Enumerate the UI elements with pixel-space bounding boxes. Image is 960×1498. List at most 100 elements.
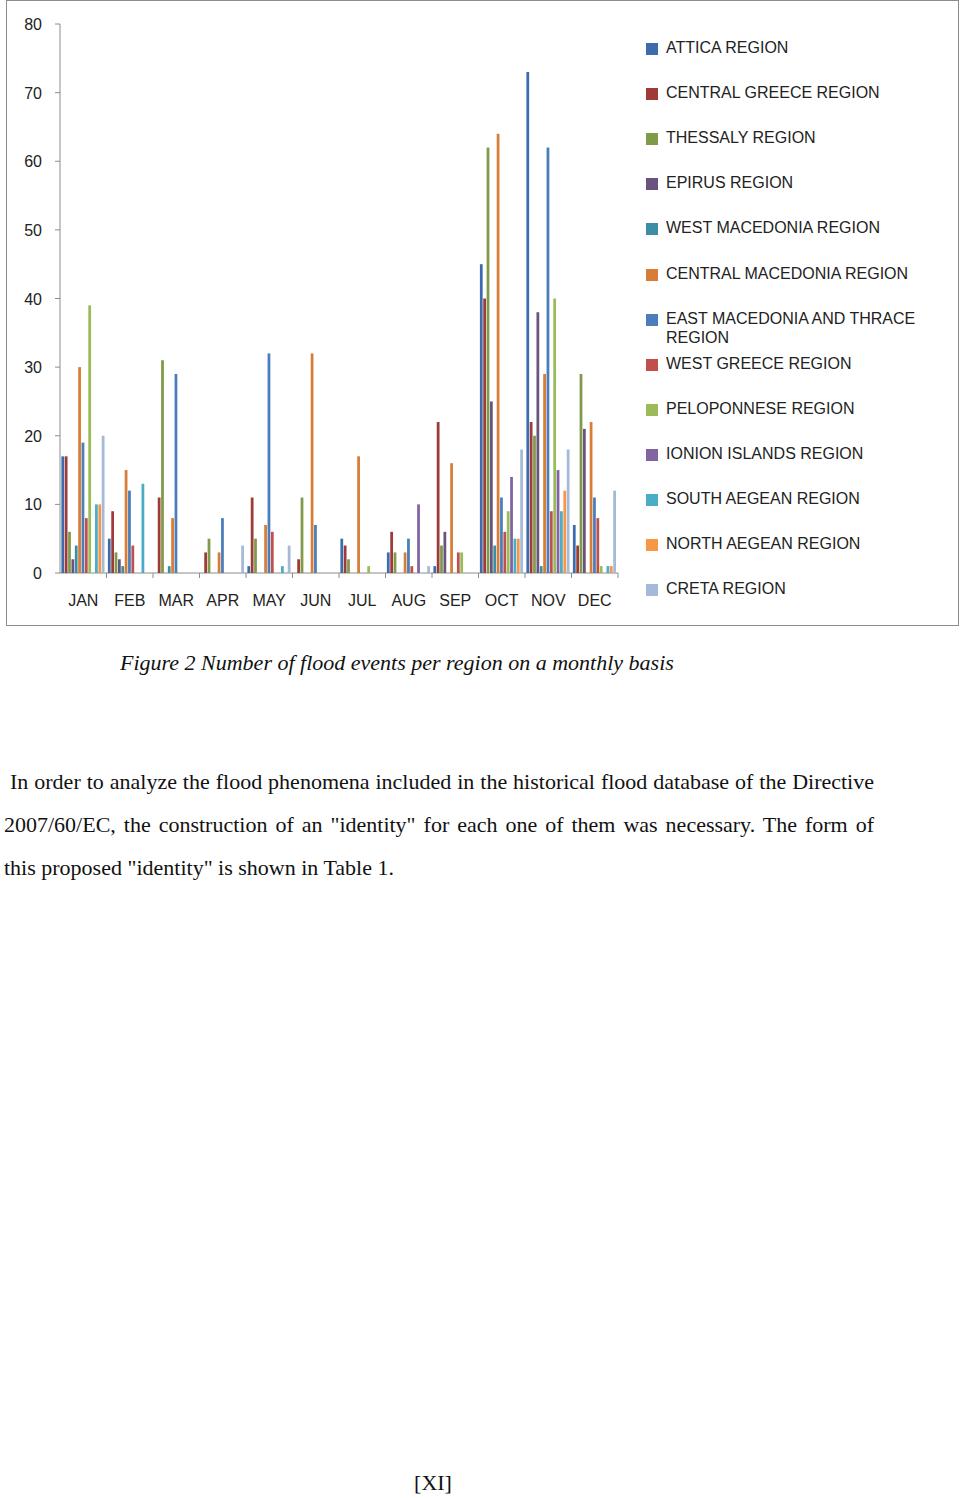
legend-label: PELOPONNESE REGION (666, 399, 936, 418)
y-tick (55, 504, 60, 505)
bar (603, 573, 606, 574)
bar (297, 559, 300, 573)
bar (241, 546, 244, 573)
bar (377, 573, 380, 574)
bar (224, 573, 227, 574)
bar (526, 72, 529, 573)
bar (268, 353, 271, 573)
bar (82, 443, 85, 573)
bar (500, 498, 503, 573)
bar (175, 374, 178, 573)
bar (357, 456, 360, 573)
bar (95, 504, 98, 573)
bar (350, 573, 353, 574)
bar (324, 573, 327, 574)
bar (440, 546, 443, 573)
bar (125, 470, 128, 573)
x-tick (478, 573, 479, 578)
bar (414, 573, 417, 574)
y-axis (60, 24, 61, 573)
y-tick-label: 80 (24, 16, 42, 33)
y-tick (55, 435, 60, 436)
y-tick (55, 92, 60, 93)
bar (480, 264, 483, 573)
bar (201, 573, 204, 574)
bar (573, 525, 576, 573)
bar (271, 532, 274, 573)
bar (334, 573, 337, 574)
bar (553, 299, 556, 574)
x-tick-label: JUN (300, 592, 331, 609)
bar (208, 539, 211, 573)
x-tick-label: APR (206, 592, 239, 609)
bar (490, 401, 493, 573)
bar (593, 498, 596, 573)
y-tick (55, 298, 60, 299)
legend-label: WEST GREECE REGION (666, 354, 936, 373)
legend-item: NORTH AEGEAN REGION (646, 534, 946, 553)
bar (214, 573, 217, 574)
legend-label: IONION ISLANDS REGION (666, 444, 936, 463)
bar (517, 539, 520, 573)
bar (142, 484, 145, 573)
y-tick-label: 10 (24, 496, 42, 513)
bar (381, 573, 384, 574)
bar (533, 436, 536, 573)
x-tick (106, 573, 107, 578)
legend-label: CRETA REGION (666, 579, 936, 598)
bar (590, 422, 593, 573)
bar (121, 566, 124, 573)
legend-label: NORTH AEGEAN REGION (666, 534, 936, 553)
bar (218, 552, 221, 573)
legend-item: WEST MACEDONIA REGION (646, 218, 946, 237)
bar (467, 573, 470, 574)
bar (171, 518, 174, 573)
legend-swatch (646, 584, 658, 596)
legend-swatch (646, 269, 658, 281)
bar (65, 456, 68, 573)
bar (164, 573, 167, 574)
bar (520, 449, 523, 573)
bar (85, 518, 88, 573)
x-tick-label: MAR (158, 592, 194, 609)
bar (154, 573, 157, 574)
bar (487, 148, 490, 573)
legend-item: WEST GREECE REGION (646, 354, 946, 373)
x-tick-label: AUG (391, 592, 426, 609)
legend-label: EPIRUS REGION (666, 173, 936, 192)
bar (600, 566, 603, 573)
bar (254, 539, 257, 573)
bar (92, 573, 95, 574)
bar (185, 573, 188, 574)
bar (447, 573, 450, 574)
x-tick-label: DEC (578, 592, 612, 609)
bar (354, 573, 357, 574)
bar (503, 532, 506, 573)
body-text: In order to analyze the flood phenomena … (4, 760, 874, 889)
bar (257, 573, 260, 574)
y-tick (55, 229, 60, 230)
x-tick-label: JUL (348, 592, 377, 609)
legend-swatch (646, 314, 658, 326)
y-tick-label: 70 (24, 85, 42, 102)
bar (390, 532, 393, 573)
bar (311, 353, 314, 573)
bar (567, 449, 570, 573)
bar (331, 573, 334, 574)
bar (188, 573, 191, 574)
bar (443, 532, 446, 573)
legend-swatch (646, 494, 658, 506)
bar (464, 573, 467, 574)
x-tick-label: FEB (114, 592, 145, 609)
bar (111, 511, 114, 573)
bar (497, 134, 500, 573)
bar (493, 546, 496, 573)
legend-swatch (646, 43, 658, 55)
bar (204, 552, 207, 573)
bar (321, 573, 324, 574)
bar (507, 511, 510, 573)
bar (514, 539, 517, 573)
legend-label: CENTRAL GREECE REGION (666, 83, 936, 102)
bar (281, 566, 284, 573)
bar (576, 546, 579, 573)
